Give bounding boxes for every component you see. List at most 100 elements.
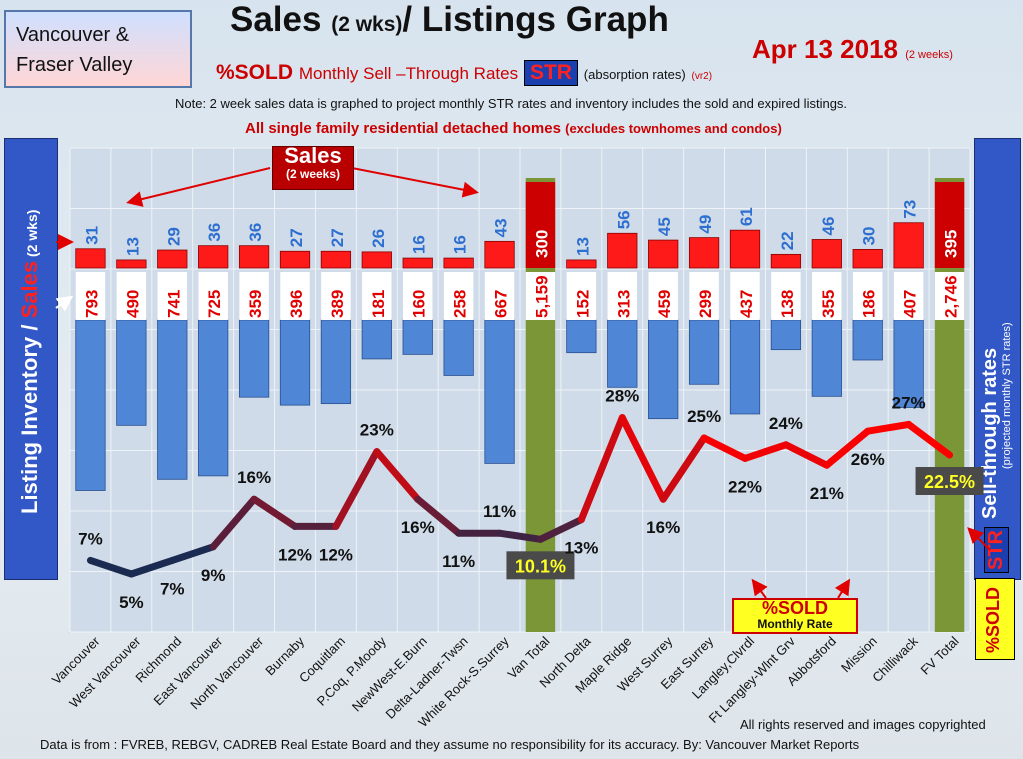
sales-bar [852,248,883,269]
category-label: FV Total [918,633,962,677]
sales-bar [811,239,842,269]
inventory-value-label: 299 [696,290,715,318]
inventory-bar [157,319,188,480]
sales-value-label: 26 [369,229,388,248]
str-line-segment [86,556,135,578]
str-line-segment [127,556,176,578]
inventory-value-label: 138 [778,290,797,318]
str-value-label: 7% [78,529,103,548]
sales-banner-big: Sales [284,143,342,168]
inventory-value-label: 490 [123,290,142,318]
inventory-value-label: 793 [82,290,101,318]
str-value-label: 23% [360,421,394,440]
str-line-segment [577,414,626,524]
sales-value-label: 56 [614,210,633,229]
inventory-value-label: 186 [860,290,879,318]
sales-bar [729,229,761,269]
str-value-label: 27% [892,393,926,412]
sold-legend-line1: %SOLD [761,598,828,618]
chart-title: Sales (2 wks)/ Listings Graph [230,0,669,40]
category-label: NewWest-E.Burn [349,634,430,715]
sales-bar [157,249,188,269]
str-line-segment [864,420,913,435]
subtitle-sold: %SOLD [216,61,294,84]
inventory-label-box [525,272,556,320]
subnote-small: (excludes townhomes and condos) [565,121,782,136]
sales-bar [648,239,679,269]
region-line-1: Vancouver & [16,24,130,46]
inventory-value-label: 359 [246,290,265,318]
inventory-label-box [75,272,106,320]
chart-subnote: All single family residential detached h… [245,120,782,137]
inventory-value-label: 389 [328,290,347,318]
title-rest: / Listings Graph [402,0,669,39]
inventory-bar [648,319,679,420]
inventory-value-label: 258 [451,290,470,318]
right-axis-banner: Sell-through rates (projected monthly ST… [974,138,1021,580]
str-value-label: 11% [442,552,475,571]
inventory-bar [893,319,924,408]
inventory-label-box [198,272,228,320]
footer-source: Data is from : FVREB, REBGV, CADREB Real… [40,737,860,752]
sales-bar [893,222,924,269]
inventory-bar [443,319,474,376]
sales-value-label: 36 [205,223,224,242]
sales-value-label: 29 [164,227,183,246]
str-value-label: 26% [851,450,885,469]
inventory-value-label: 667 [492,290,511,318]
inventory-bar [238,319,270,398]
str-line-segment [659,434,708,503]
date-text: Apr 13 2018 [752,34,898,64]
str-value-label: 11% [483,502,516,521]
inventory-bar [688,319,720,385]
inventory-value-label: 160 [410,290,429,318]
inventory-bar [320,319,352,405]
region-label-box: Vancouver & Fraser Valley [4,10,192,88]
inventory-bar [361,319,392,360]
inventory-bar [402,319,433,355]
inventory-label-box [934,272,965,320]
str-side-arrow [967,527,991,551]
inventory-label-box [362,272,392,320]
inventory-bar [116,319,147,426]
sales-arrow-left [126,167,271,207]
str-value-label: 22% [728,477,762,496]
total-sales-bar [934,182,965,268]
inventory-bar [279,319,311,406]
sales-bar [566,259,597,269]
str-line-segment [536,516,585,543]
subtitle-rates: Monthly Sell –Through Rates [298,64,519,83]
sales-value-label: 36 [246,223,265,242]
subtitle-ver: (vr2) [691,71,713,82]
chart-date: Apr 13 2018 (2 weeks) [752,34,953,65]
inventory-label-box [566,272,597,320]
str-line-segment [700,434,749,462]
subtitle-str: STR [523,60,578,86]
inventory-bar [770,319,802,351]
subnote-text: All single family residential detached h… [245,120,561,137]
inventory-label-box [771,272,801,320]
inventory-label-box [853,272,883,320]
sales-value-label: 49 [696,215,715,234]
str-value-label: 16% [401,518,435,537]
sales-value-label: 61 [737,207,756,226]
inventory-label-box [484,272,515,320]
inventory-label-box [403,272,433,320]
str-line-segment [905,420,954,459]
inventory-label-box [239,272,269,320]
sales-banner-small: (2 weeks) [285,167,341,181]
inventory-value-label: 396 [287,290,306,318]
str-line-segment [373,448,422,503]
inventory-label-box [812,272,842,320]
left-inventory-arrow [55,295,74,312]
sales-bar [320,250,352,269]
inventory-value-label: 181 [369,290,388,318]
sales-arrow-right [351,167,479,198]
inventory-bar [811,319,842,397]
str-value-label: 9% [201,566,226,585]
str-value-label: 16% [646,518,680,537]
str-value-label: 12% [319,545,353,564]
left-axis-banner: Listing Inventory / Sales (2 wks) [4,138,58,580]
sales-bar [361,251,392,269]
